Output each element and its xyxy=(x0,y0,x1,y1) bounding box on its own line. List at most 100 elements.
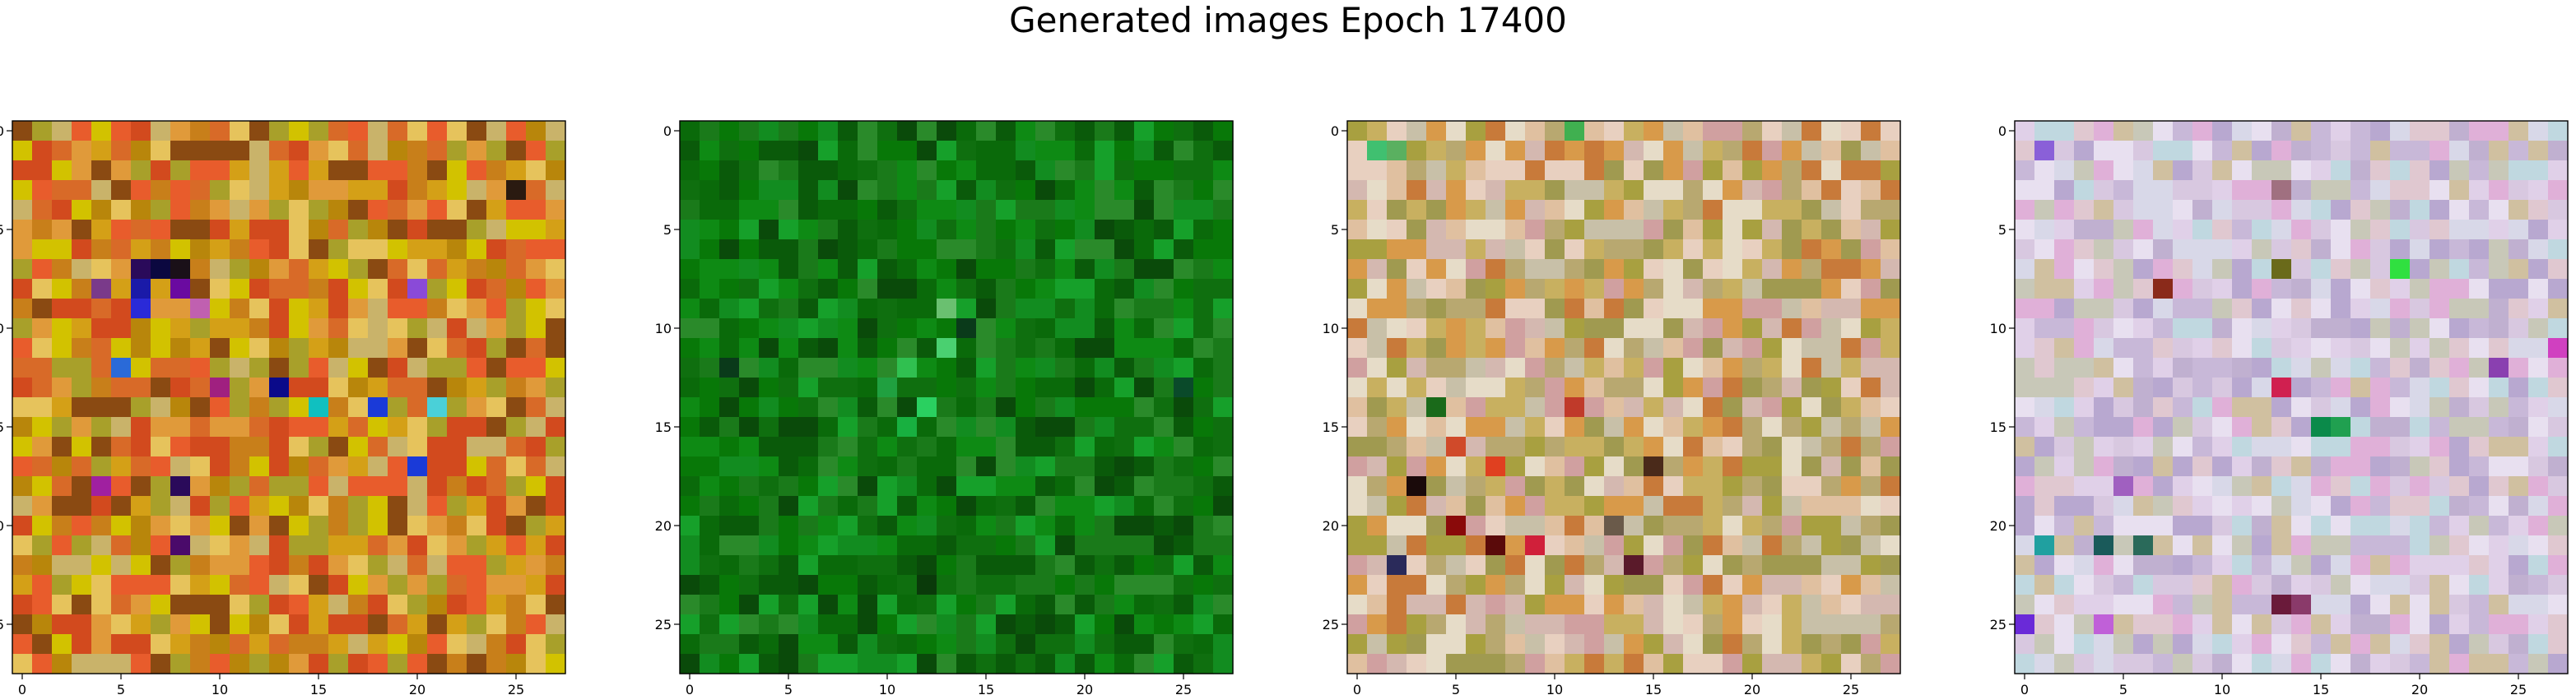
pixel-cell xyxy=(1035,575,1056,595)
pixel-cell xyxy=(2133,200,2154,220)
pixel-cell xyxy=(230,575,250,595)
pixel-cell xyxy=(2271,634,2292,655)
pixel-cell xyxy=(269,220,290,240)
pixel-cell xyxy=(467,220,487,240)
pixel-cell xyxy=(996,378,1016,398)
pixel-cell xyxy=(91,220,112,240)
pixel-cell xyxy=(1426,141,1447,161)
pixel-cell xyxy=(1703,220,1723,240)
pixel-cell xyxy=(779,614,799,635)
pixel-cell xyxy=(877,121,898,141)
pixel-cell xyxy=(526,634,546,655)
pixel-cell xyxy=(2094,595,2114,615)
pixel-cell xyxy=(2212,437,2233,457)
pixel-cell xyxy=(1347,595,1368,615)
pixel-cell xyxy=(1174,239,1194,260)
pixel-cell xyxy=(2054,160,2075,181)
pixel-cell xyxy=(269,318,290,339)
pixel-cell xyxy=(2390,160,2411,181)
pixel-cell xyxy=(1016,141,1036,161)
pixel-cell xyxy=(1193,654,1214,674)
pixel-cell xyxy=(131,535,151,556)
pixel-cell xyxy=(1742,338,1763,359)
pixel-cell xyxy=(210,180,230,201)
pixel-cell xyxy=(1782,614,1802,635)
pixel-cell xyxy=(2192,358,2213,378)
pixel-cell xyxy=(1802,595,1822,615)
pixel-cell xyxy=(2291,654,2312,674)
pixel-cell xyxy=(1861,634,1881,655)
pixel-cell xyxy=(2410,575,2430,595)
pixel-cell xyxy=(526,397,546,418)
pixel-cell xyxy=(2034,200,2055,220)
pixel-cell xyxy=(1016,555,1036,576)
pixel-cell xyxy=(1881,318,1901,339)
pixel-cell xyxy=(917,180,937,201)
pixel-cell xyxy=(2528,141,2549,161)
pixel-cell xyxy=(526,535,546,556)
pixel-cell xyxy=(1134,358,1155,378)
pixel-cell xyxy=(447,516,467,536)
pixel-cell xyxy=(2173,397,2193,418)
pixel-cell xyxy=(170,299,191,319)
pixel-cell xyxy=(2548,555,2569,576)
pixel-cell xyxy=(1624,141,1644,161)
pixel-cell xyxy=(348,516,369,536)
pixel-cell xyxy=(956,299,977,319)
pixel-cell xyxy=(1644,555,1664,576)
pixel-cell xyxy=(2153,456,2174,477)
y-tick-label: 5 xyxy=(1998,222,2006,238)
pixel-cell xyxy=(348,220,369,240)
pixel-cell xyxy=(1466,279,1486,299)
pixel-cell xyxy=(2390,220,2411,240)
pixel-cell xyxy=(1367,397,1388,418)
pixel-cell xyxy=(2528,259,2549,280)
pixel-cell xyxy=(700,417,720,438)
pixel-cell xyxy=(1762,516,1783,536)
pixel-cell xyxy=(1426,397,1447,418)
pixel-cell xyxy=(2410,595,2430,615)
pixel-cell xyxy=(2350,220,2371,240)
pixel-cell xyxy=(309,654,329,674)
pixel-cell xyxy=(289,555,309,576)
pixel-cell xyxy=(407,259,428,280)
pixel-cell xyxy=(1114,200,1135,220)
pixel-cell xyxy=(1545,496,1565,517)
pixel-cell xyxy=(2390,516,2411,536)
pixel-cell xyxy=(2370,555,2391,576)
pixel-cell xyxy=(2074,239,2095,260)
pixel-cell xyxy=(52,535,72,556)
pixel-cell xyxy=(1723,180,1743,201)
pixel-cell xyxy=(1446,160,1467,181)
pixel-cell xyxy=(289,200,309,220)
pixel-cell xyxy=(1114,437,1135,457)
pixel-cell xyxy=(368,555,388,576)
pixel-cell xyxy=(2370,180,2391,201)
pixel-cell xyxy=(1881,595,1901,615)
pixel-cell xyxy=(1604,634,1625,655)
pixel-cell xyxy=(1505,180,1526,201)
pixel-cell xyxy=(249,496,270,517)
pixel-cell xyxy=(1193,200,1214,220)
pixel-cell xyxy=(2390,417,2411,438)
pixel-cell xyxy=(2410,200,2430,220)
pixel-cell xyxy=(2232,496,2253,517)
pixel-cell xyxy=(2350,239,2371,260)
pixel-cell xyxy=(2548,299,2569,319)
axes-frame xyxy=(2014,120,2569,674)
pixel-cell xyxy=(818,200,839,220)
pixel-cell xyxy=(1193,397,1214,418)
pixel-cell xyxy=(309,417,329,438)
pixel-cell xyxy=(2509,417,2529,438)
pixel-cell xyxy=(1407,338,1427,359)
pixel-cell xyxy=(328,141,349,161)
pixel-cell xyxy=(1663,239,1684,260)
pixel-cell xyxy=(2232,338,2253,359)
pixel-cell xyxy=(956,614,977,635)
pixel-cell xyxy=(1604,516,1625,536)
pixel-cell xyxy=(1035,141,1056,161)
pixel-cell xyxy=(1154,180,1174,201)
pixel-cell xyxy=(91,239,112,260)
pixel-cell xyxy=(1505,220,1526,240)
pixel-cell xyxy=(1782,575,1802,595)
